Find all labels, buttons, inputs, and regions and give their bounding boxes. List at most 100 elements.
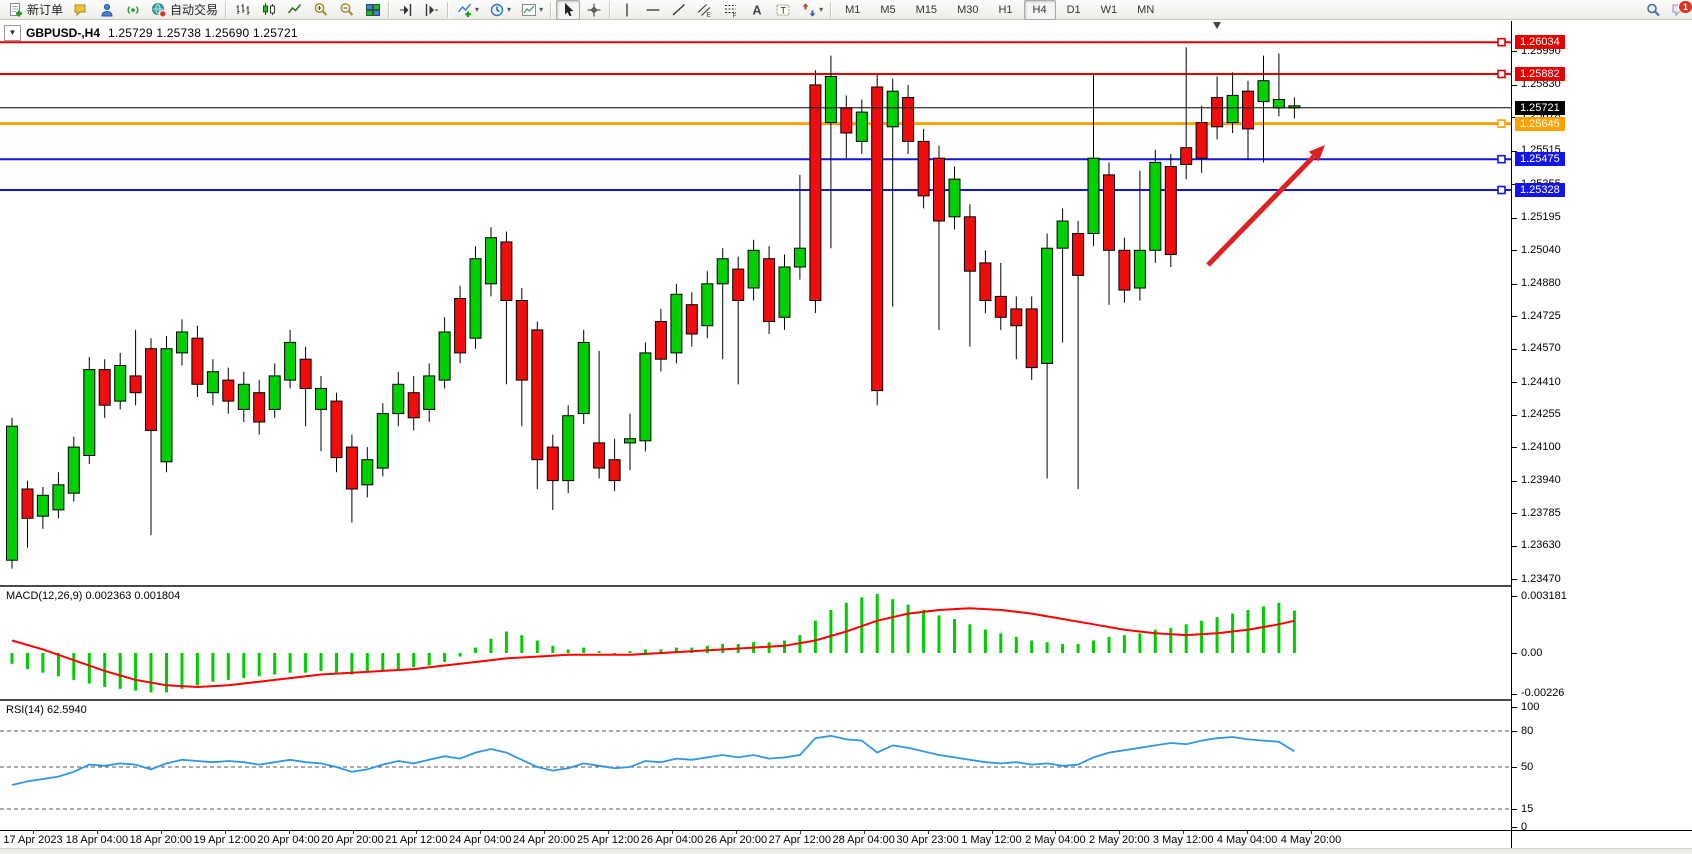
trend-arrow-head xyxy=(1308,145,1325,162)
macd-bar xyxy=(319,653,323,671)
macd-pane[interactable] xyxy=(0,587,1511,699)
macd-bar xyxy=(1014,636,1018,653)
toolbar-button-H1[interactable]: H1 xyxy=(998,3,1013,16)
toolbar-button-zoom-in[interactable] xyxy=(309,0,333,20)
time-tick xyxy=(96,831,98,834)
toolbar-button-zoom-out[interactable] xyxy=(335,0,359,20)
chart-shift-marker[interactable] xyxy=(1213,22,1221,29)
pane-separator[interactable] xyxy=(0,699,1692,701)
toolbar-button-fibonacci[interactable]: F xyxy=(719,0,743,20)
candle-body xyxy=(979,262,992,301)
toolbar-button-text-label[interactable]: T xyxy=(771,0,795,20)
toolbar-button-autotrading[interactable]: 自动交易 xyxy=(147,0,222,20)
toolbar-button-auto-scroll[interactable] xyxy=(394,0,418,20)
rsi-line xyxy=(11,734,1295,786)
current-price-badge: 1.25721 xyxy=(1515,100,1565,115)
main-chart-pane[interactable] xyxy=(0,21,1511,585)
macd-bar xyxy=(1076,644,1080,653)
candle-body xyxy=(284,341,297,381)
candle-body xyxy=(1041,247,1054,364)
toolbar-button-trendline[interactable] xyxy=(667,0,691,20)
candle-body xyxy=(639,352,652,442)
axis-tick xyxy=(1512,693,1517,695)
toolbar-button-indicators[interactable]: ▾ xyxy=(453,0,483,20)
macd-bar xyxy=(582,647,586,653)
macd-bar xyxy=(643,649,647,653)
macd-bar xyxy=(1107,636,1111,653)
time-tick-label: 18 Apr 04:00 xyxy=(65,834,129,846)
axis-tick xyxy=(1512,348,1517,350)
toolbar-button-new-order[interactable]: 新订单 xyxy=(4,0,67,20)
trend-arrow-line[interactable] xyxy=(1206,154,1316,267)
macd-bar xyxy=(195,653,199,686)
toolbar-button-crosshair[interactable] xyxy=(582,0,606,20)
time-tick xyxy=(1055,831,1057,834)
candle-body xyxy=(83,369,96,457)
candle-body xyxy=(253,392,266,423)
toolbar-separator xyxy=(388,1,391,18)
hline-handle[interactable] xyxy=(1497,37,1506,47)
candle-body xyxy=(191,337,204,385)
axis-tick xyxy=(1512,51,1517,53)
hline-handle[interactable] xyxy=(1497,69,1506,79)
axis-tick xyxy=(1512,653,1517,654)
toolbar-button-M1[interactable]: M1 xyxy=(845,3,861,16)
toolbar-button-chat[interactable] xyxy=(69,0,93,20)
toolbar-button-M5[interactable]: M5 xyxy=(880,3,896,16)
candle-body xyxy=(1211,97,1224,128)
toolbar-separator xyxy=(225,1,228,18)
toolbar-button-candle-chart[interactable] xyxy=(257,0,281,20)
price-tick-label: 1.23940 xyxy=(1521,474,1561,487)
toolbar-button-chart-shift[interactable] xyxy=(420,0,444,20)
symbol-dropdown[interactable]: ▼ xyxy=(4,25,21,41)
time-tick-label: 4 May 04:00 xyxy=(1216,834,1278,846)
axis-tick xyxy=(1512,596,1517,597)
toolbar-group-chart-type xyxy=(230,0,308,20)
toolbar-button-news[interactable]: 1 xyxy=(1667,0,1692,20)
toolbar-button-profile[interactable] xyxy=(95,0,119,20)
candle-body xyxy=(1010,308,1023,327)
toolbar-button-horizontal-line[interactable] xyxy=(641,0,665,20)
toolbar-button-templates[interactable]: ▾ xyxy=(517,0,547,20)
hline-handle[interactable] xyxy=(1497,119,1506,128)
hline-handle[interactable] xyxy=(1497,185,1506,195)
price-tick-label: 1.25830 xyxy=(1521,78,1561,91)
pane-separator[interactable] xyxy=(0,585,1692,587)
periods-icon xyxy=(490,3,504,16)
candle-body xyxy=(840,107,853,134)
toolbar-button-line-chart[interactable] xyxy=(283,0,307,20)
toolbar-button-M30[interactable]: M30 xyxy=(957,3,979,16)
candle-body xyxy=(206,371,219,394)
toolbar-button-MN[interactable]: MN xyxy=(1137,3,1155,16)
candle-body xyxy=(793,247,806,268)
toolbar-group-objects: ▾ ▾ ▾ xyxy=(452,0,548,20)
toolbar-button-W1[interactable]: W1 xyxy=(1100,3,1118,16)
toolbar-button-periods[interactable]: ▾ xyxy=(485,0,515,20)
toolbar-button-tile-windows[interactable] xyxy=(361,0,385,20)
fibonacci-icon: F xyxy=(725,4,737,18)
toolbar-button-H4[interactable]: H4 xyxy=(1023,0,1056,20)
toolbar-group-draw: E F A T ▾ xyxy=(614,0,828,20)
price-tick-label: 1.24255 xyxy=(1521,408,1561,421)
price-axis[interactable]: 1.259901.258301.256781.255151.253551.251… xyxy=(1511,21,1692,847)
toolbar-button-vertical-line[interactable] xyxy=(615,0,639,20)
time-axis[interactable]: 17 Apr 2023 18 Apr 04:00 18 Apr 20:00 19 Ap… xyxy=(0,830,1692,849)
toolbar-button-search[interactable] xyxy=(1641,0,1665,20)
toolbar-button-arrows[interactable]: ▾ xyxy=(797,0,827,20)
toolbar-button-equidistant-channel[interactable]: E xyxy=(693,0,717,20)
toolbar-button-D1[interactable]: D1 xyxy=(1066,3,1081,16)
macd-bar xyxy=(396,653,400,670)
candle-body xyxy=(747,249,760,289)
toolbar-button-signals[interactable] xyxy=(121,0,145,20)
hline-handle[interactable] xyxy=(1497,154,1506,164)
rsi-pane[interactable] xyxy=(0,701,1511,829)
time-tick-label: 21 Apr 12:00 xyxy=(385,834,448,846)
toolbar-button-text[interactable]: A xyxy=(745,0,769,20)
toolbar-button-bar-chart[interactable] xyxy=(231,0,255,20)
toolbar-button-cursor[interactable] xyxy=(556,0,581,20)
toolbar-button-M15[interactable]: M15 xyxy=(915,3,938,16)
hline-price-badge: 1.25882 xyxy=(1515,67,1565,81)
toolbar-group-scroll xyxy=(393,0,445,20)
toolbar-group-panels xyxy=(68,0,146,20)
macd-signal-line xyxy=(11,607,1295,689)
